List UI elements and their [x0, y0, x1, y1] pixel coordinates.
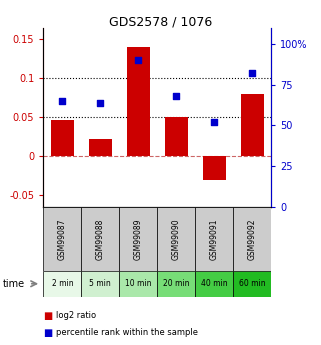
Text: ■: ■: [43, 328, 53, 338]
Point: [212, 119, 217, 125]
Point: [136, 58, 141, 63]
Bar: [165, 117, 188, 156]
Text: 10 min: 10 min: [125, 279, 152, 288]
Point: [174, 93, 179, 99]
Bar: [43, 207, 81, 271]
Bar: [119, 271, 157, 297]
Bar: [51, 120, 74, 156]
Point: [250, 70, 255, 76]
Text: 5 min: 5 min: [90, 279, 111, 288]
Bar: [127, 47, 150, 156]
Bar: [157, 207, 195, 271]
Bar: [195, 207, 233, 271]
Text: GDS2578 / 1076: GDS2578 / 1076: [109, 16, 212, 29]
Text: time: time: [3, 279, 25, 289]
Bar: [81, 271, 119, 297]
Text: ■: ■: [43, 311, 53, 321]
Text: log2 ratio: log2 ratio: [56, 311, 96, 320]
Text: 60 min: 60 min: [239, 279, 265, 288]
Bar: [233, 207, 271, 271]
Text: GSM99087: GSM99087: [58, 218, 67, 260]
Bar: [43, 271, 81, 297]
Text: GSM99092: GSM99092: [248, 218, 257, 260]
Text: 20 min: 20 min: [163, 279, 189, 288]
Bar: [89, 139, 112, 156]
Text: 2 min: 2 min: [51, 279, 73, 288]
Bar: [233, 271, 271, 297]
Text: GSM99089: GSM99089: [134, 218, 143, 260]
Bar: [119, 207, 157, 271]
Point: [60, 98, 65, 104]
Text: GSM99090: GSM99090: [172, 218, 181, 260]
Text: GSM99091: GSM99091: [210, 218, 219, 260]
Point: [98, 100, 103, 105]
Text: percentile rank within the sample: percentile rank within the sample: [56, 328, 198, 337]
Bar: [195, 271, 233, 297]
Text: GSM99088: GSM99088: [96, 218, 105, 259]
Bar: [81, 207, 119, 271]
Bar: [157, 271, 195, 297]
Text: 40 min: 40 min: [201, 279, 228, 288]
Bar: [203, 156, 226, 180]
Bar: [241, 94, 264, 156]
